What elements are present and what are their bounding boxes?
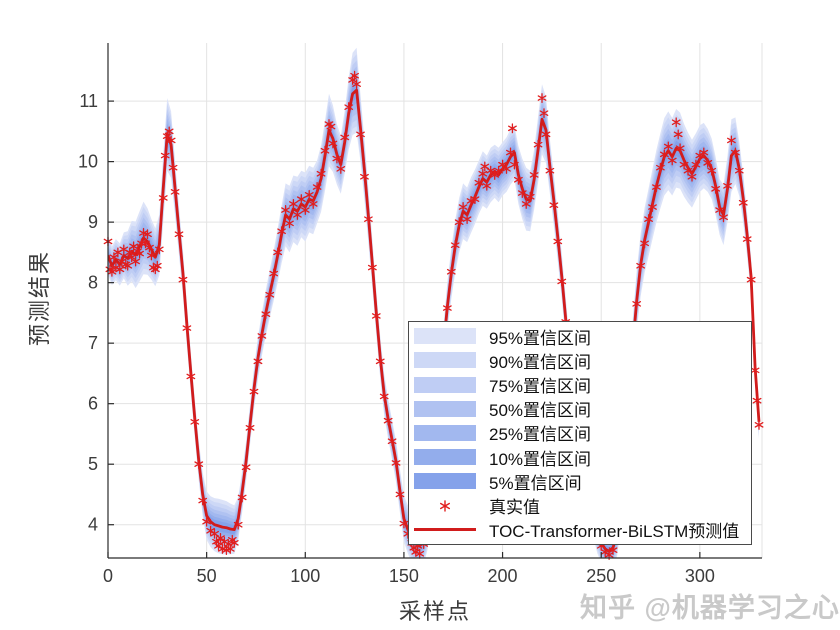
legend-row-5: 10%置信区间 xyxy=(409,446,751,469)
y-tick-label: 5 xyxy=(88,454,98,474)
x-tick-label: 0 xyxy=(103,566,113,586)
x-axis-label: 采样点 xyxy=(398,599,471,624)
y-tick-label: 9 xyxy=(88,212,98,232)
legend-row-4: 25%置信区间 xyxy=(409,421,751,444)
x-tick-label: 150 xyxy=(389,566,419,586)
legend-row-1: 90%置信区间 xyxy=(409,349,751,372)
legend-row-3: 50%置信区间 xyxy=(409,397,751,420)
x-tick-label: 250 xyxy=(586,566,616,586)
legend-label: 5%置信区间 xyxy=(489,473,582,493)
watermark: 知乎 @机器学习之心 xyxy=(580,593,840,623)
legend-row-2: 75%置信区间 xyxy=(409,373,751,396)
legend-row-8: TOC-Transformer-BiLSTM预测值 xyxy=(409,518,751,541)
legend-label: 95%置信区间 xyxy=(489,328,592,348)
legend-band-swatch xyxy=(414,400,476,417)
legend-band-swatch xyxy=(414,352,476,369)
x-tick-label: 200 xyxy=(488,566,518,586)
legend-label: 25%置信区间 xyxy=(489,425,592,445)
x-tick-label: 100 xyxy=(290,566,320,586)
y-tick-label: 4 xyxy=(88,515,98,535)
legend-label: 真实值 xyxy=(489,498,540,518)
legend-band-swatch xyxy=(414,328,476,345)
legend-band-swatch xyxy=(414,424,476,441)
legend-label: 10%置信区间 xyxy=(489,449,592,469)
legend-label: 75%置信区间 xyxy=(489,377,592,397)
legend-row-6: 5%置信区间 xyxy=(409,470,751,493)
legend-band-swatch xyxy=(414,376,476,393)
x-tick-label: 50 xyxy=(197,566,217,586)
y-tick-label: 6 xyxy=(88,394,98,414)
y-tick-label: 11 xyxy=(79,91,98,111)
y-tick-label: 10 xyxy=(78,152,98,172)
legend-box: 95%置信区间 90%置信区间 75%置信区间 50%置信区间 25%置信区间 10%置信… xyxy=(408,321,752,545)
legend-asterisk-icon xyxy=(414,497,476,515)
legend-band-swatch xyxy=(414,449,476,466)
legend-band-swatch xyxy=(414,473,476,490)
legend-line-sample xyxy=(414,528,476,532)
legend-label: 50%置信区间 xyxy=(489,401,592,421)
legend-row-0: 95%置信区间 xyxy=(409,325,751,348)
legend-label: 90%置信区间 xyxy=(489,352,592,372)
y-tick-label: 8 xyxy=(88,273,98,293)
legend-row-7: 真实值 xyxy=(409,494,751,517)
y-axis-label: 预测结果 xyxy=(27,250,52,347)
legend-label: TOC-Transformer-BiLSTM预测值 xyxy=(489,522,740,542)
x-tick-label: 300 xyxy=(685,566,715,586)
y-tick-label: 7 xyxy=(88,333,98,353)
